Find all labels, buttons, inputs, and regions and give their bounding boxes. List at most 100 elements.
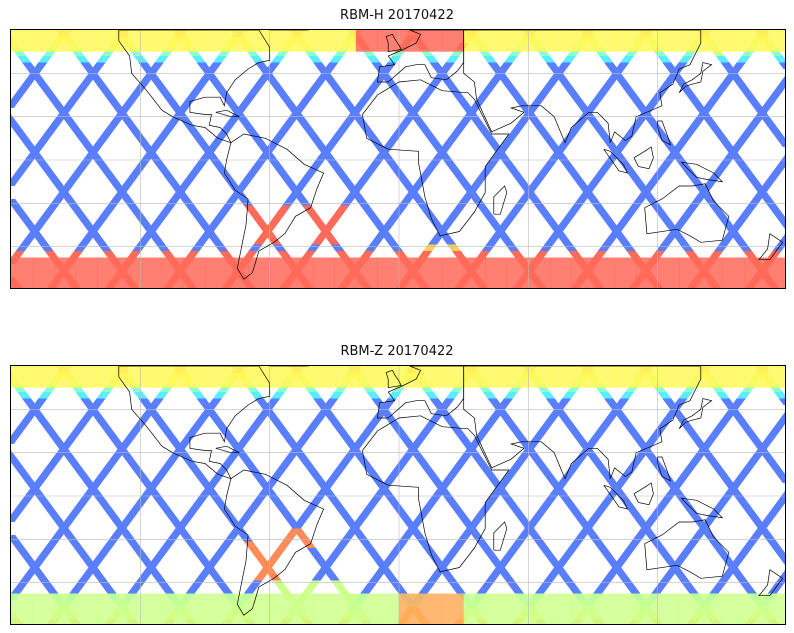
swath-cell-860 — [447, 548, 461, 555]
swath-cell-498 — [705, 121, 720, 128]
swath-cell-661 — [160, 205, 175, 212]
swath-cell-942 — [573, 199, 587, 206]
swath-cell-385 — [540, 470, 555, 477]
swath-cell-883 — [557, 62, 572, 69]
swath-cell-942 — [573, 535, 587, 542]
swath-cell-791 — [383, 140, 398, 147]
swath-cell-862 — [456, 199, 471, 206]
polar-band-cell-0--130 — [118, 366, 141, 388]
swath-cell-636 — [174, 108, 189, 115]
swath-cell-392 — [506, 88, 521, 95]
swath-cell-662 — [165, 199, 180, 206]
swath-cell-824 — [408, 186, 422, 193]
swath-cell-719 — [305, 424, 320, 431]
swath-cell-999 — [712, 88, 727, 95]
swath-cell-397 — [482, 392, 497, 399]
swath-cell-842 — [494, 405, 509, 412]
swath-cell-882 — [552, 405, 567, 412]
swath-cell-673 — [218, 127, 233, 134]
swath-cell-391 — [511, 431, 526, 438]
swath-cell-100 — [156, 166, 171, 173]
bottom-map-panel — [10, 365, 786, 625]
swath-cell-717 — [295, 437, 310, 444]
polar-band-cell-1--10 — [377, 257, 400, 288]
swath-cell-817 — [374, 567, 389, 574]
swath-cell-467 — [647, 121, 661, 128]
polar-band-cell-1-40 — [485, 257, 508, 288]
swath-cell-833 — [451, 127, 466, 134]
coastline-asia — [463, 366, 702, 480]
polar-band-cell-0-160 — [743, 30, 766, 52]
swath-cell-390 — [516, 101, 531, 108]
swath-cell-829 — [432, 489, 446, 496]
swath-cell-660 — [156, 548, 170, 555]
swath-cell-89 — [209, 574, 224, 581]
swath-cell-152 — [157, 88, 172, 95]
swath-cell-899 — [500, 554, 515, 561]
swath-cell-1055 — [747, 535, 762, 542]
swath-cell-1048 — [714, 580, 729, 587]
swath-cell-1032 — [737, 470, 752, 477]
swath-cell-718 — [300, 95, 315, 102]
polar-band-cell-0-140 — [700, 366, 723, 388]
swath-cell-26 — [78, 218, 93, 225]
swath-cell-682 — [261, 69, 276, 76]
swath-cell-378 — [573, 515, 588, 522]
swath-cell-95 — [180, 199, 195, 206]
swath-cell-637 — [179, 101, 194, 108]
swath-cell-1054 — [742, 541, 757, 548]
swath-cell-486 — [762, 535, 777, 542]
swath-cell-1050 — [723, 567, 738, 574]
swath-cell-227 — [297, 457, 312, 464]
swath-cell-72 — [46, 431, 60, 438]
swath-cell-789 — [373, 489, 388, 496]
swath-cell-1015 — [656, 244, 670, 251]
swath-cell-858 — [437, 561, 452, 568]
polar-band-cell-1-110 — [636, 257, 659, 288]
swath-cell-866 — [475, 173, 490, 180]
swath-cell-578 — [30, 561, 45, 568]
swath-cell-513 — [777, 476, 785, 483]
swath-cell-696 — [195, 238, 210, 245]
swath-cell-28 — [69, 205, 84, 212]
swath-cell-679 — [247, 424, 261, 431]
swath-cell-716 — [291, 108, 305, 115]
swath-cell-581 — [44, 205, 59, 212]
polar-band-cell-1--50 — [291, 257, 314, 288]
swath-cell-869 — [490, 153, 505, 160]
swath-cell-702 — [223, 199, 238, 206]
swath-cell-503 — [681, 424, 696, 431]
swath-cell-628 — [136, 496, 151, 503]
swath-cell-1034 — [747, 121, 761, 128]
swath-cell-867 — [480, 166, 495, 173]
polar-band-cell-0--60 — [269, 366, 292, 388]
swath-cell-99 — [161, 173, 176, 180]
swath-cell-129 — [267, 574, 282, 581]
swath-cell-737 — [258, 231, 273, 238]
swath-cell-870 — [495, 147, 509, 154]
swath-cell-1055 — [747, 199, 762, 206]
swath-cell-923 — [615, 62, 630, 69]
swath-cell-71 — [50, 101, 65, 108]
swath-cell-878 — [533, 431, 548, 438]
swath-cell-672 — [213, 470, 228, 477]
swath-cell-823 — [403, 528, 418, 535]
polar-band-cell-0--120 — [140, 30, 163, 52]
polar-band-cell-1--160 — [54, 257, 77, 288]
swath-cell-798 — [417, 95, 431, 102]
coastline-asia — [463, 30, 702, 144]
polar-band-cell-0--120 — [140, 366, 163, 388]
polar-band-cell-0-70 — [549, 30, 572, 52]
swath-cell-683 — [266, 62, 281, 69]
swath-cell-186 — [244, 463, 259, 470]
polar-band-cell-0--30 — [334, 366, 357, 388]
swath-cell-742 — [282, 199, 296, 206]
swath-cell-614 — [69, 587, 84, 594]
polar-band-cell-0-30 — [463, 366, 486, 388]
swath-cell-827 — [422, 502, 437, 509]
swath-cell-1058 — [762, 515, 776, 522]
swath-cell-550 — [11, 509, 25, 516]
swath-cell-39 — [16, 470, 31, 477]
swath-cell-876 — [523, 444, 538, 451]
swath-cell-1040 — [775, 418, 785, 425]
